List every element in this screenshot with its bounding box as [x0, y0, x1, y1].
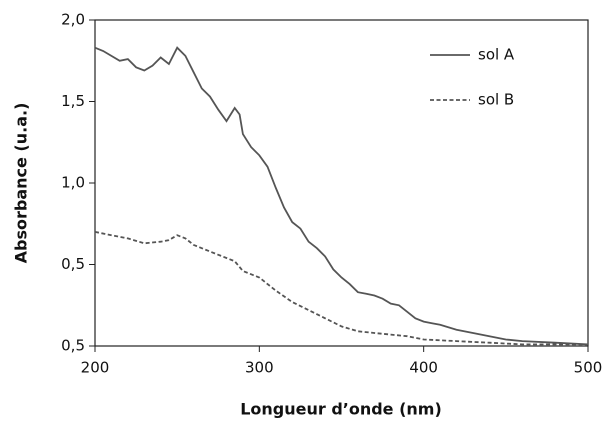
x-tick-label: 200	[81, 359, 110, 377]
x-tick-label: 400	[409, 359, 438, 377]
series-line	[94, 231, 588, 346]
y-tick-label: 1,5	[61, 92, 85, 110]
y-tick-label: 2,0	[61, 11, 85, 29]
y-axis-title: Absorbance (u.a.)	[12, 103, 31, 264]
legend-label: sol B	[478, 91, 514, 109]
legend-label: sol A	[478, 46, 515, 64]
series-line	[94, 46, 589, 346]
y-tick-label: 1,0	[61, 174, 85, 192]
y-tick-label: 0,5	[61, 255, 85, 273]
x-axis-title: Longueur d’onde (nm)	[240, 400, 442, 419]
x-tick-label: 500	[574, 359, 603, 377]
y-tick-label: 0,5	[61, 337, 85, 355]
plot-frame	[94, 19, 589, 347]
x-tick-label: 300	[245, 359, 274, 377]
